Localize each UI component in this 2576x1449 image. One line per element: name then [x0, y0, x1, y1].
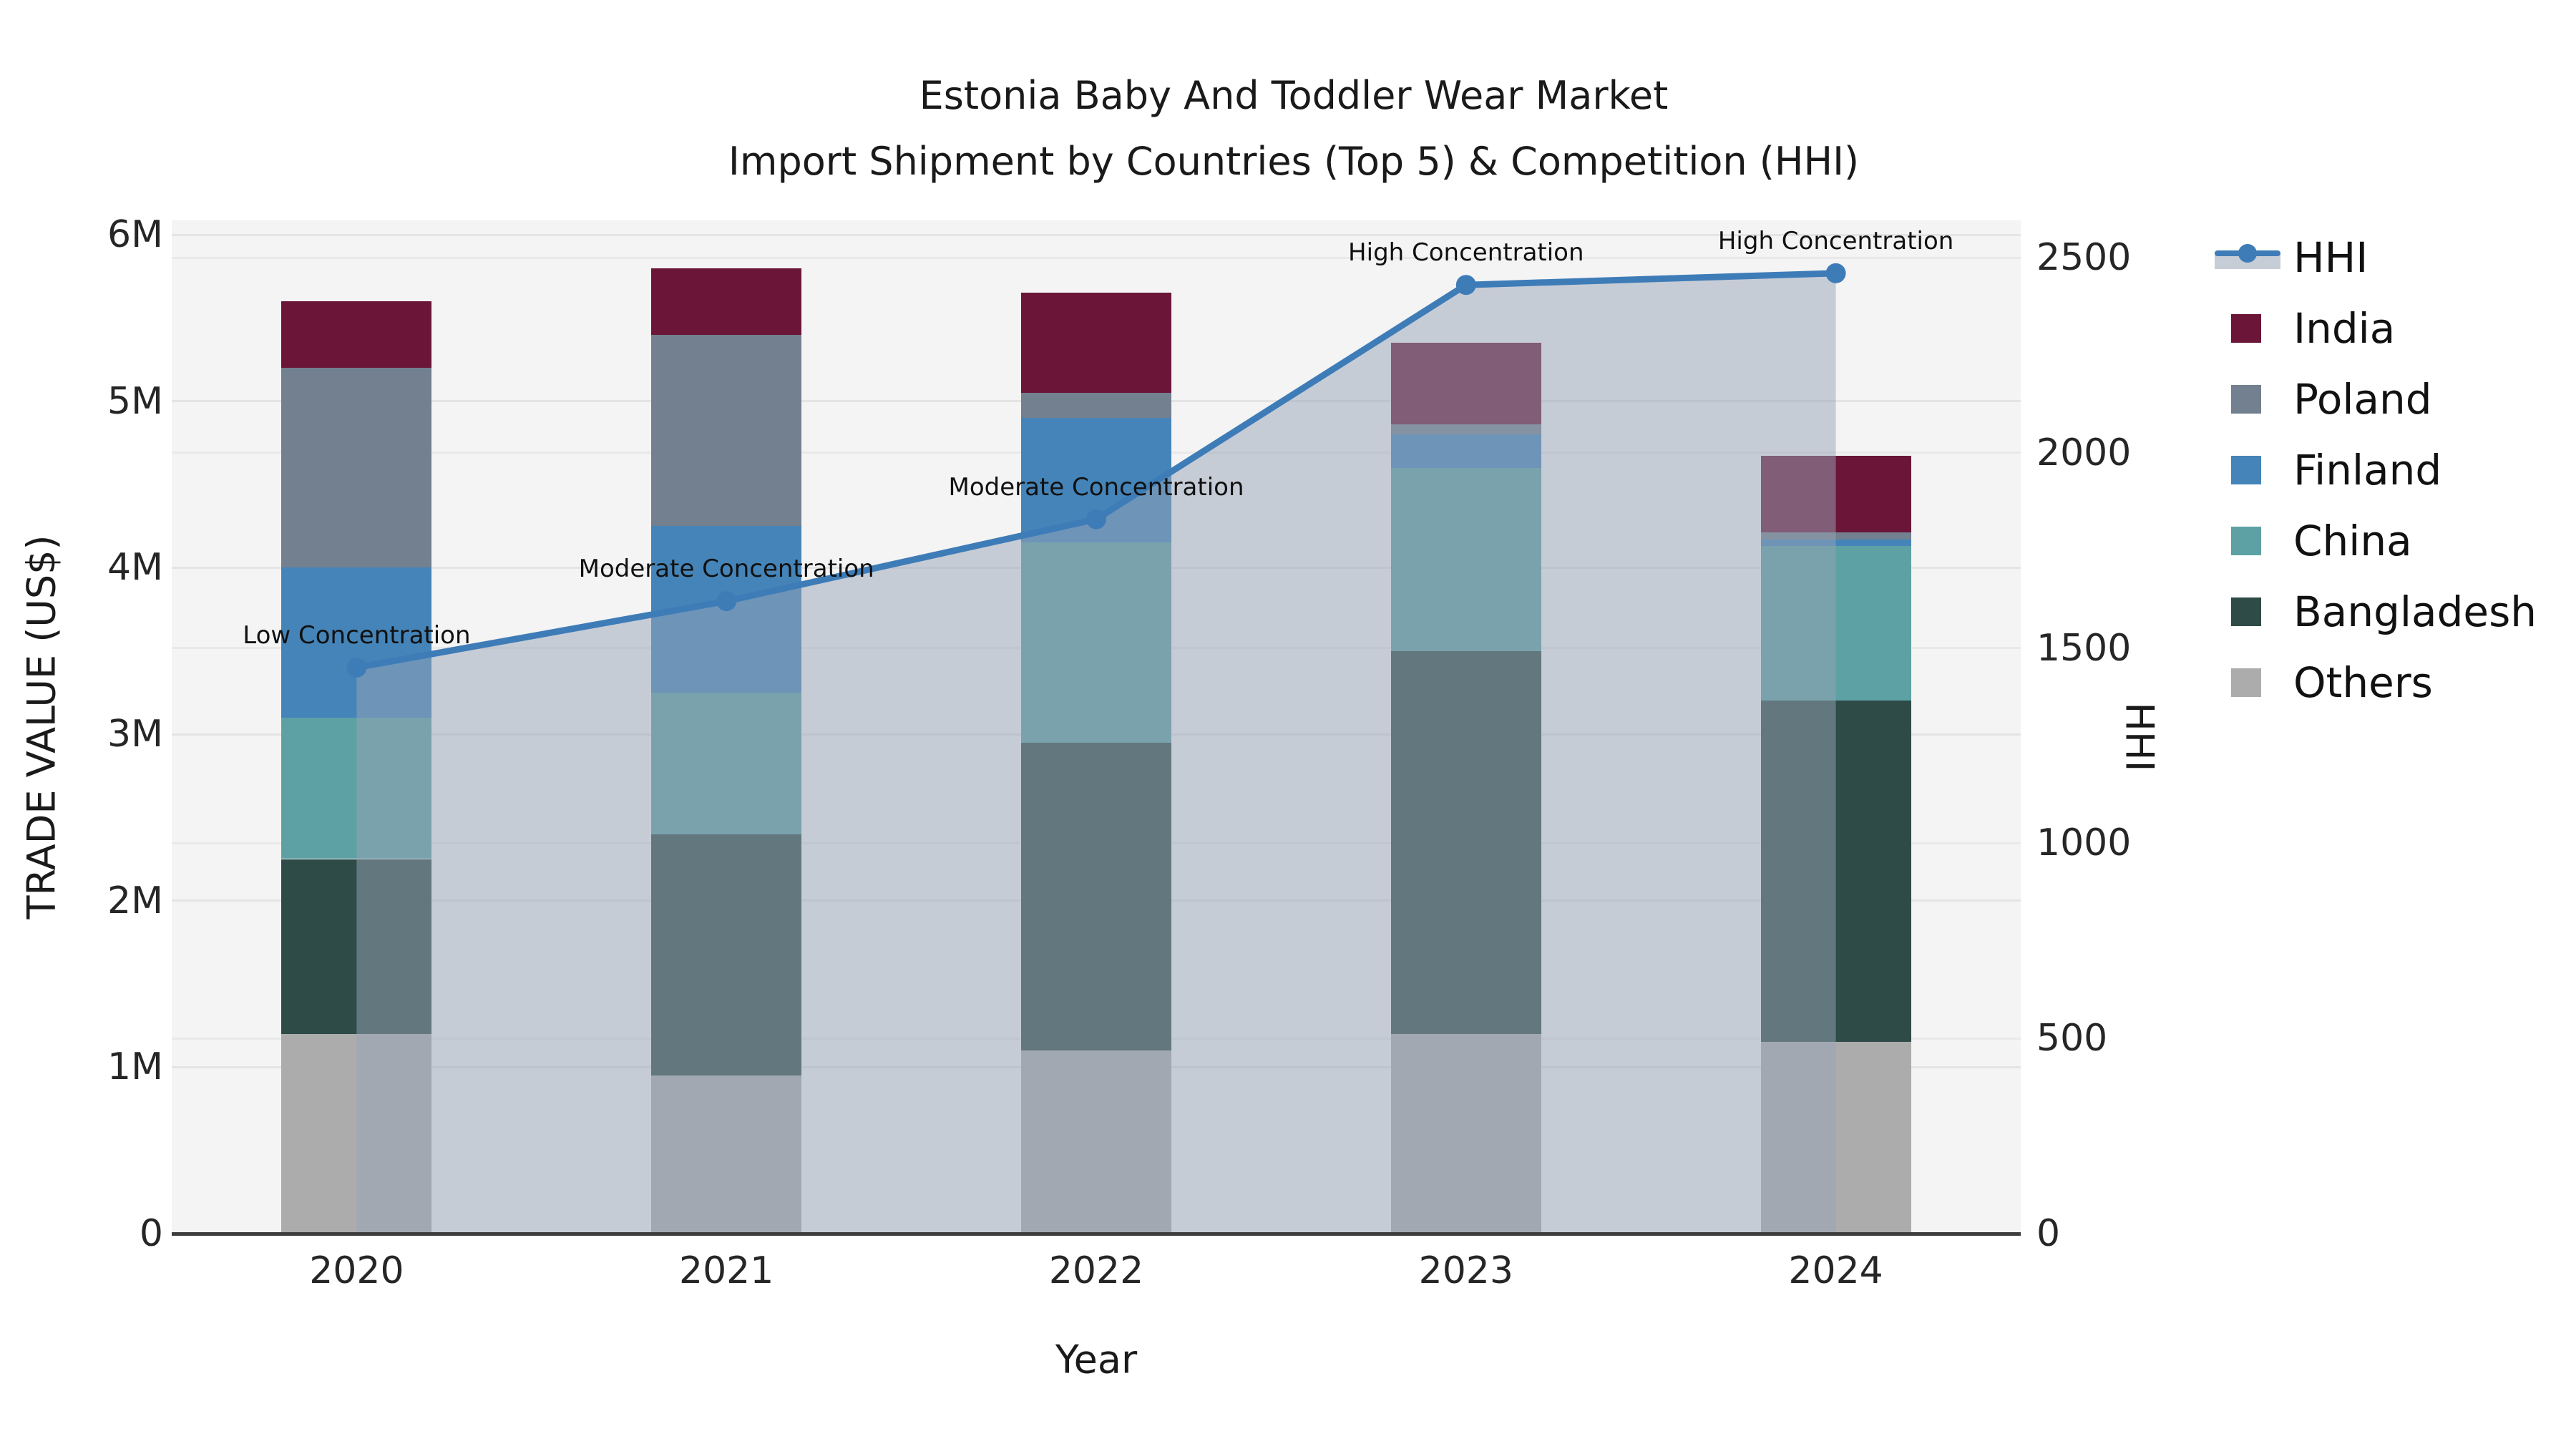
bar-segment-india-2022 — [1021, 293, 1171, 394]
bar-segment-others-2022 — [1021, 1050, 1171, 1234]
bar-segment-others-2021 — [651, 1075, 802, 1234]
ytick-left-5M: 5M — [107, 379, 163, 423]
legend-marker-dot — [2238, 244, 2257, 263]
bar-segment-china-2023 — [1390, 467, 1541, 651]
chart-title-block: Estonia Baby And Toddler Wear Market Imp… — [728, 63, 1859, 195]
chart-title: Estonia Baby And Toddler Wear Market — [919, 73, 1669, 118]
xtick-2021: 2021 — [679, 1249, 774, 1292]
legend-label: Poland — [2293, 375, 2432, 424]
legend-item-poland: Poland — [2211, 364, 2569, 435]
legend-color-swatch — [2231, 385, 2261, 414]
bar-segment-others-2020 — [281, 1033, 432, 1234]
annotation-2020: Low Concentration — [243, 620, 471, 650]
bar-segment-bangladesh-2023 — [1390, 650, 1541, 1034]
bar-segment-bangladesh-2020 — [281, 859, 432, 1034]
ytick-left-1M: 1M — [107, 1045, 163, 1089]
bar-segment-poland-2023 — [1390, 424, 1541, 435]
bar-segment-china-2022 — [1021, 542, 1171, 743]
gridline-left — [172, 233, 2021, 236]
x-axis-line — [172, 1232, 2021, 1236]
legend-item-china: China — [2211, 505, 2569, 577]
y-axis-label-left: TRADE VALUE (US$) — [19, 535, 64, 919]
bar-segment-bangladesh-2021 — [651, 834, 802, 1075]
bar-segment-india-2020 — [281, 301, 432, 369]
ytick-left-2M: 2M — [107, 879, 163, 922]
bar-segment-others-2023 — [1390, 1033, 1541, 1234]
ytick-right-2500: 2500 — [2036, 236, 2132, 279]
bar-segment-india-2021 — [651, 268, 802, 335]
legend-item-hhi: HHI — [2211, 222, 2569, 293]
ytick-left-3M: 3M — [107, 713, 163, 756]
ytick-left-0: 0 — [139, 1212, 163, 1255]
legend-color-swatch — [2231, 456, 2261, 484]
legend-color-swatch — [2231, 668, 2261, 697]
bar-segment-india-2024 — [1760, 456, 1911, 533]
legend-item-others: Others — [2211, 647, 2569, 718]
bar-segment-poland-2022 — [1021, 393, 1171, 418]
legend-color-swatch — [2231, 527, 2261, 555]
xtick-2020: 2020 — [309, 1249, 404, 1292]
bar-segment-finland-2024 — [1760, 539, 1911, 547]
bar-segment-bangladesh-2024 — [1760, 701, 1911, 1043]
bar-segment-others-2024 — [1760, 1042, 1911, 1234]
bar-segment-poland-2021 — [651, 334, 802, 527]
legend-line-swatch — [2215, 243, 2280, 272]
ytick-right-1000: 1000 — [2036, 821, 2132, 865]
xtick-2023: 2023 — [1418, 1249, 1513, 1292]
legend-label: India — [2293, 304, 2396, 353]
legend-item-india: India — [2211, 293, 2569, 364]
ytick-left-6M: 6M — [107, 213, 163, 256]
bar-segment-china-2021 — [651, 692, 802, 834]
legend-label: Bangladesh — [2293, 587, 2537, 636]
bar-segment-finland-2023 — [1390, 434, 1541, 468]
legend-color-swatch — [2231, 314, 2261, 343]
ytick-right-0: 0 — [2036, 1212, 2061, 1255]
bar-segment-india-2023 — [1390, 343, 1541, 425]
annotation-2024: High Concentration — [1717, 226, 1954, 255]
ytick-right-1500: 1500 — [2036, 626, 2132, 670]
chart-subtitle: Import Shipment by Countries (Top 5) & C… — [728, 139, 1860, 184]
x-axis-label: Year — [1055, 1337, 1138, 1382]
bar-segment-bangladesh-2022 — [1021, 742, 1171, 1051]
annotation-2022: Moderate Concentration — [948, 472, 1244, 502]
ytick-right-500: 500 — [2036, 1017, 2108, 1060]
bar-segment-china-2024 — [1760, 546, 1911, 701]
legend-item-bangladesh: Bangladesh — [2211, 576, 2569, 648]
y-axis-label-right: HHI — [2117, 702, 2162, 772]
bar-segment-poland-2024 — [1760, 532, 1911, 540]
annotation-2023: High Concentration — [1348, 238, 1584, 268]
legend-item-finland: Finland — [2211, 434, 2569, 506]
xtick-2024: 2024 — [1788, 1249, 1883, 1292]
xtick-2022: 2022 — [1048, 1249, 1144, 1292]
annotation-2021: Moderate Concentration — [578, 555, 874, 584]
ytick-left-4M: 4M — [107, 546, 163, 590]
legend-label: HHI — [2293, 233, 2368, 282]
legend-label: Finland — [2293, 446, 2442, 494]
legend-color-swatch — [2231, 597, 2261, 626]
bar-segment-poland-2020 — [281, 368, 432, 568]
legend-label: China — [2293, 517, 2412, 565]
gridline-right — [172, 256, 2021, 259]
legend-label: Others — [2293, 658, 2433, 707]
bar-segment-finland-2021 — [651, 526, 802, 693]
bar-segment-china-2020 — [281, 717, 432, 859]
ytick-right-2000: 2000 — [2036, 431, 2132, 474]
